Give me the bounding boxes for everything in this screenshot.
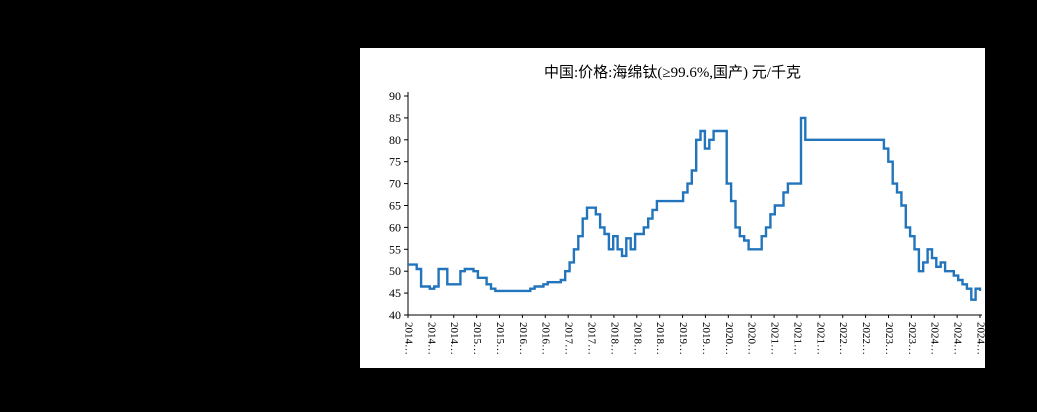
x-axis-label: 2017… bbox=[563, 322, 575, 355]
x-axis-label: 2019… bbox=[700, 322, 712, 355]
x-axis-label: 2021… bbox=[769, 322, 781, 355]
price-series-line bbox=[408, 116, 982, 301]
x-axis-label: 2020… bbox=[723, 322, 735, 355]
x-axis-label: 2016… bbox=[540, 322, 552, 355]
y-axis-label: 55 bbox=[389, 242, 401, 256]
x-axis-label: 2018… bbox=[631, 322, 643, 355]
x-axis-label: 2018… bbox=[654, 322, 666, 355]
x-axis-label: 2017… bbox=[586, 322, 598, 355]
x-axis-label: 2015… bbox=[471, 322, 483, 355]
x-axis-label: 2023… bbox=[883, 322, 895, 355]
y-axis-label: 80 bbox=[389, 133, 401, 147]
x-axis-label: 2021… bbox=[791, 322, 803, 355]
y-axis-label: 85 bbox=[389, 111, 401, 125]
x-axis-label: 2020… bbox=[746, 322, 758, 355]
x-axis-label: 2019… bbox=[677, 322, 689, 355]
x-axis-label: 2024… bbox=[929, 322, 941, 355]
x-axis-label: 2022… bbox=[860, 322, 872, 355]
y-axis-label: 45 bbox=[389, 286, 401, 300]
x-axis-label: 2021… bbox=[814, 322, 826, 355]
y-axis-label: 90 bbox=[389, 89, 401, 103]
y-axis-label: 70 bbox=[389, 177, 401, 191]
x-axis-label: 2024… bbox=[974, 322, 985, 355]
x-axis-label: 2014… bbox=[425, 322, 437, 355]
x-axis-label: 2014… bbox=[402, 322, 414, 355]
chart-panel: 中国:价格:海绵钛(≥99.6%,国产) 元/千克 90 85 80 75 70 65 60… bbox=[360, 48, 985, 368]
x-axis-label: 2024… bbox=[952, 322, 964, 355]
y-axis-label: 50 bbox=[389, 264, 401, 278]
x-axis-label: 2022… bbox=[837, 322, 849, 355]
x-axis-label: 2016… bbox=[517, 322, 529, 355]
x-axis-label: 2014… bbox=[448, 322, 460, 355]
x-axis-label: 2018… bbox=[608, 322, 620, 355]
y-axis-label: 40 bbox=[389, 308, 401, 322]
x-axis-label: 2015… bbox=[494, 322, 506, 355]
x-axis-label: 2023… bbox=[906, 322, 918, 355]
y-axis-label: 60 bbox=[389, 220, 401, 234]
y-axis-label: 75 bbox=[389, 155, 401, 169]
y-axis-label: 65 bbox=[389, 199, 401, 213]
chart-title: 中国:价格:海绵钛(≥99.6%,国产) 元/千克 bbox=[544, 65, 801, 81]
